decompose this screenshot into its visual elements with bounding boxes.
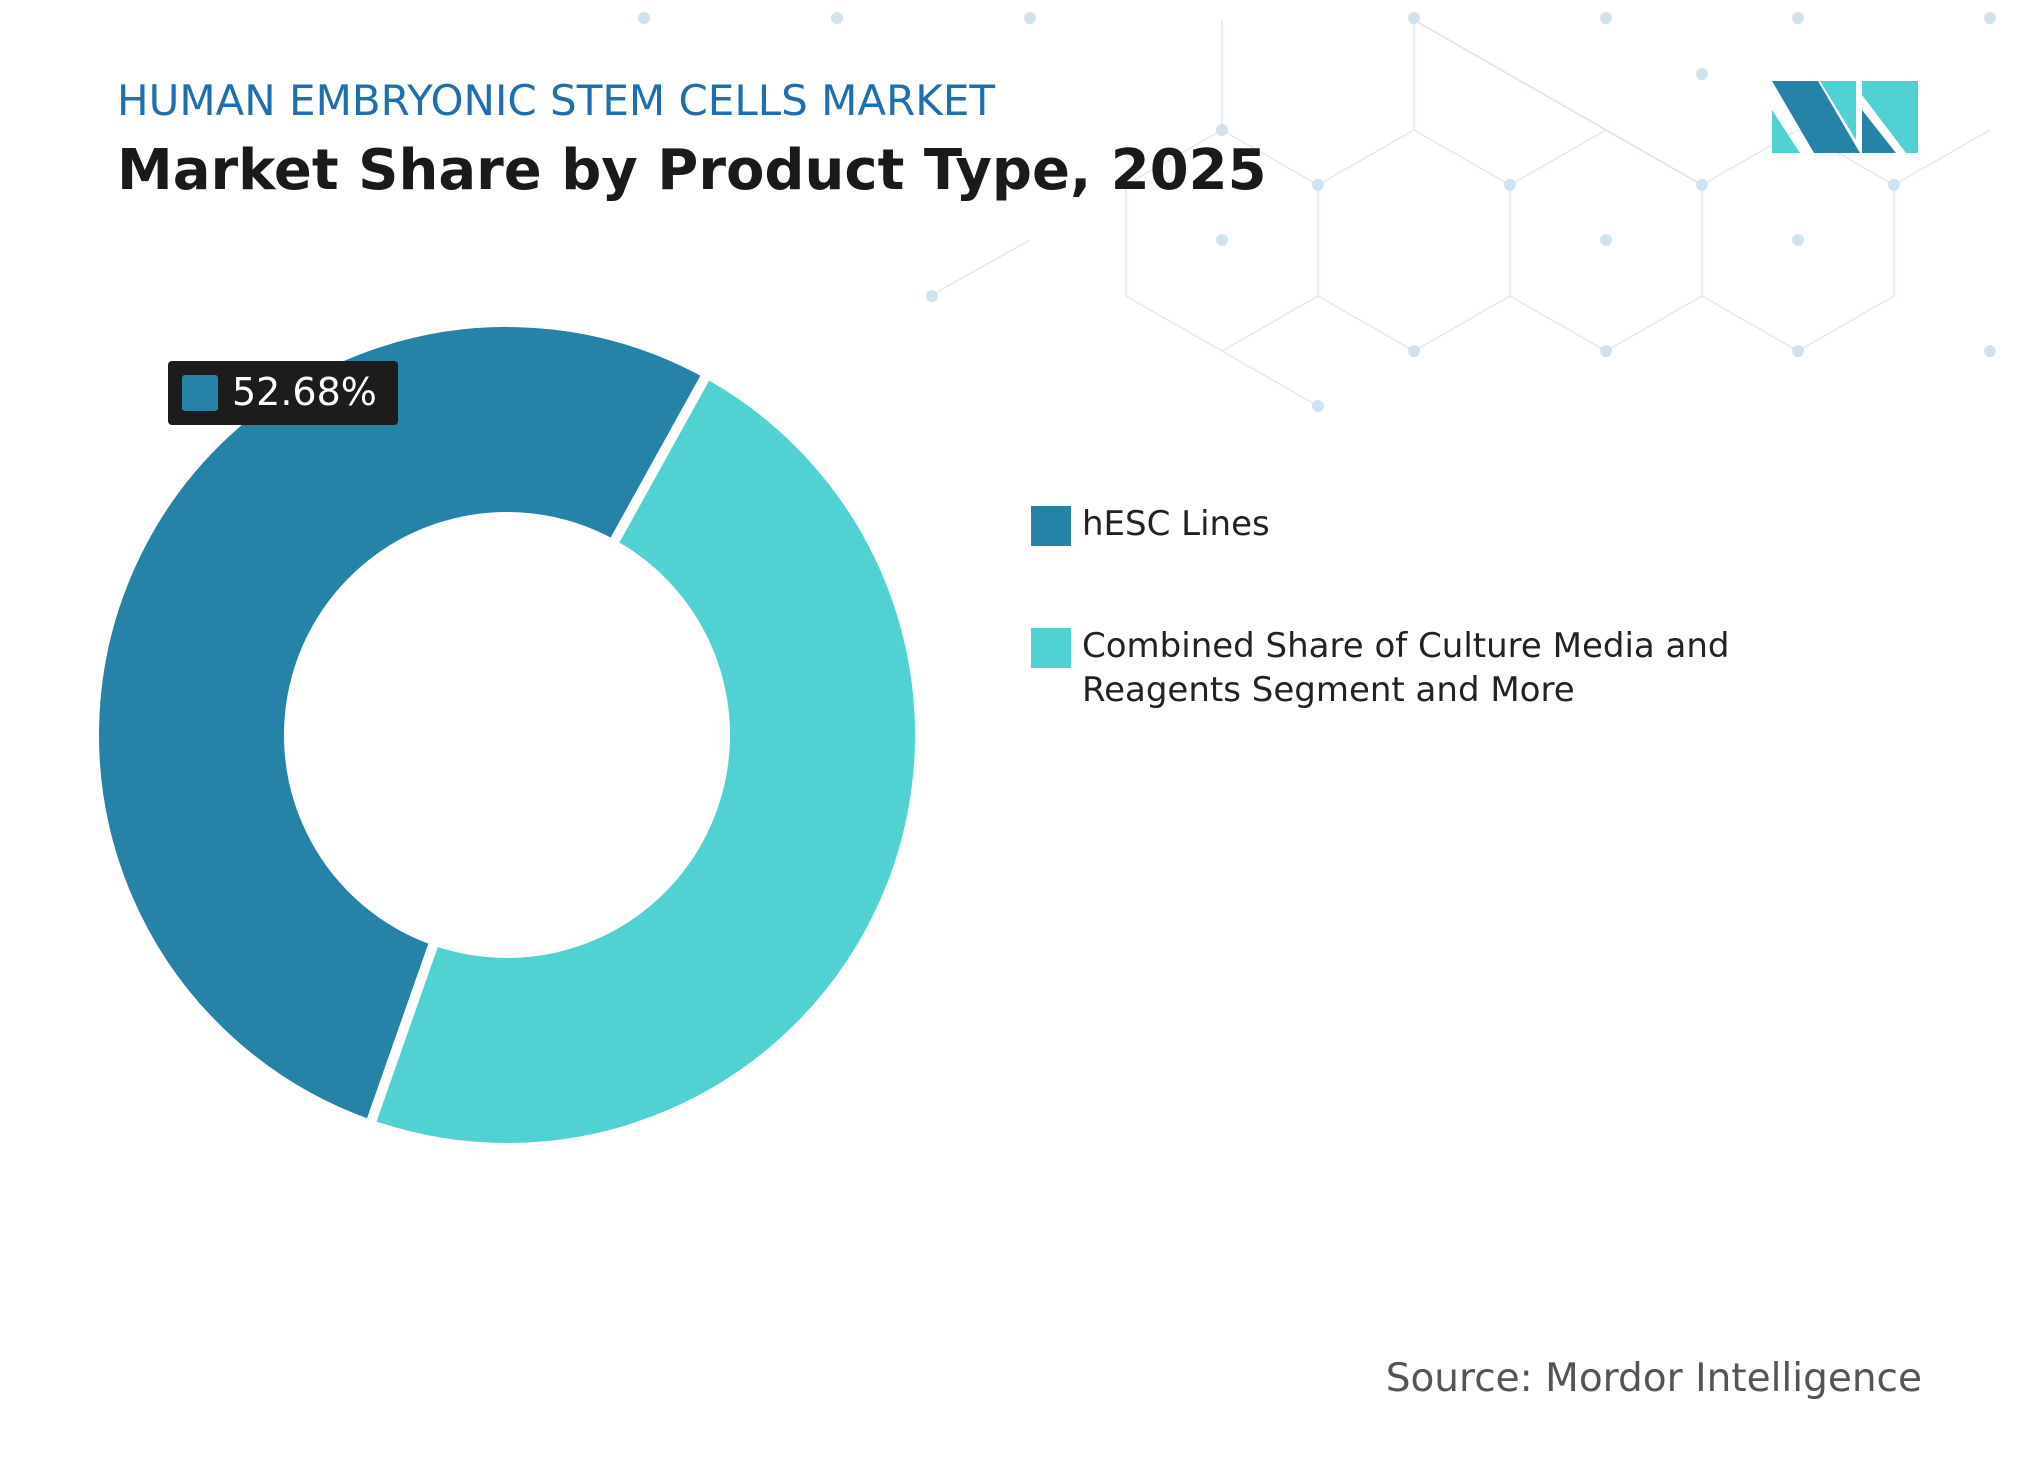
chart-title: Market Share by Product Type, 2025 (117, 138, 1267, 203)
value-label-box: 52.68% (168, 361, 398, 425)
chart-header: HUMAN EMBRYONIC STEM CELLS MARKET (117, 76, 996, 125)
legend-label: Combined Share of Culture Media and Reag… (1082, 626, 1730, 710)
value-label-swatch (182, 375, 218, 411)
donut-segment (363, 366, 926, 1153)
legend-swatch (1031, 628, 1071, 668)
donut-segment (89, 317, 715, 1132)
source: Source: Mordor Intelligence (1385, 1356, 1922, 1401)
logo (1772, 81, 1918, 153)
donut-chart (89, 317, 926, 1153)
legend-label: hESC Lines (1082, 504, 1270, 544)
legend-swatch (1031, 506, 1071, 546)
hex-pattern (929, 19, 1991, 407)
value-label: 52.68% (232, 370, 377, 414)
hex-dots (638, 12, 1996, 412)
